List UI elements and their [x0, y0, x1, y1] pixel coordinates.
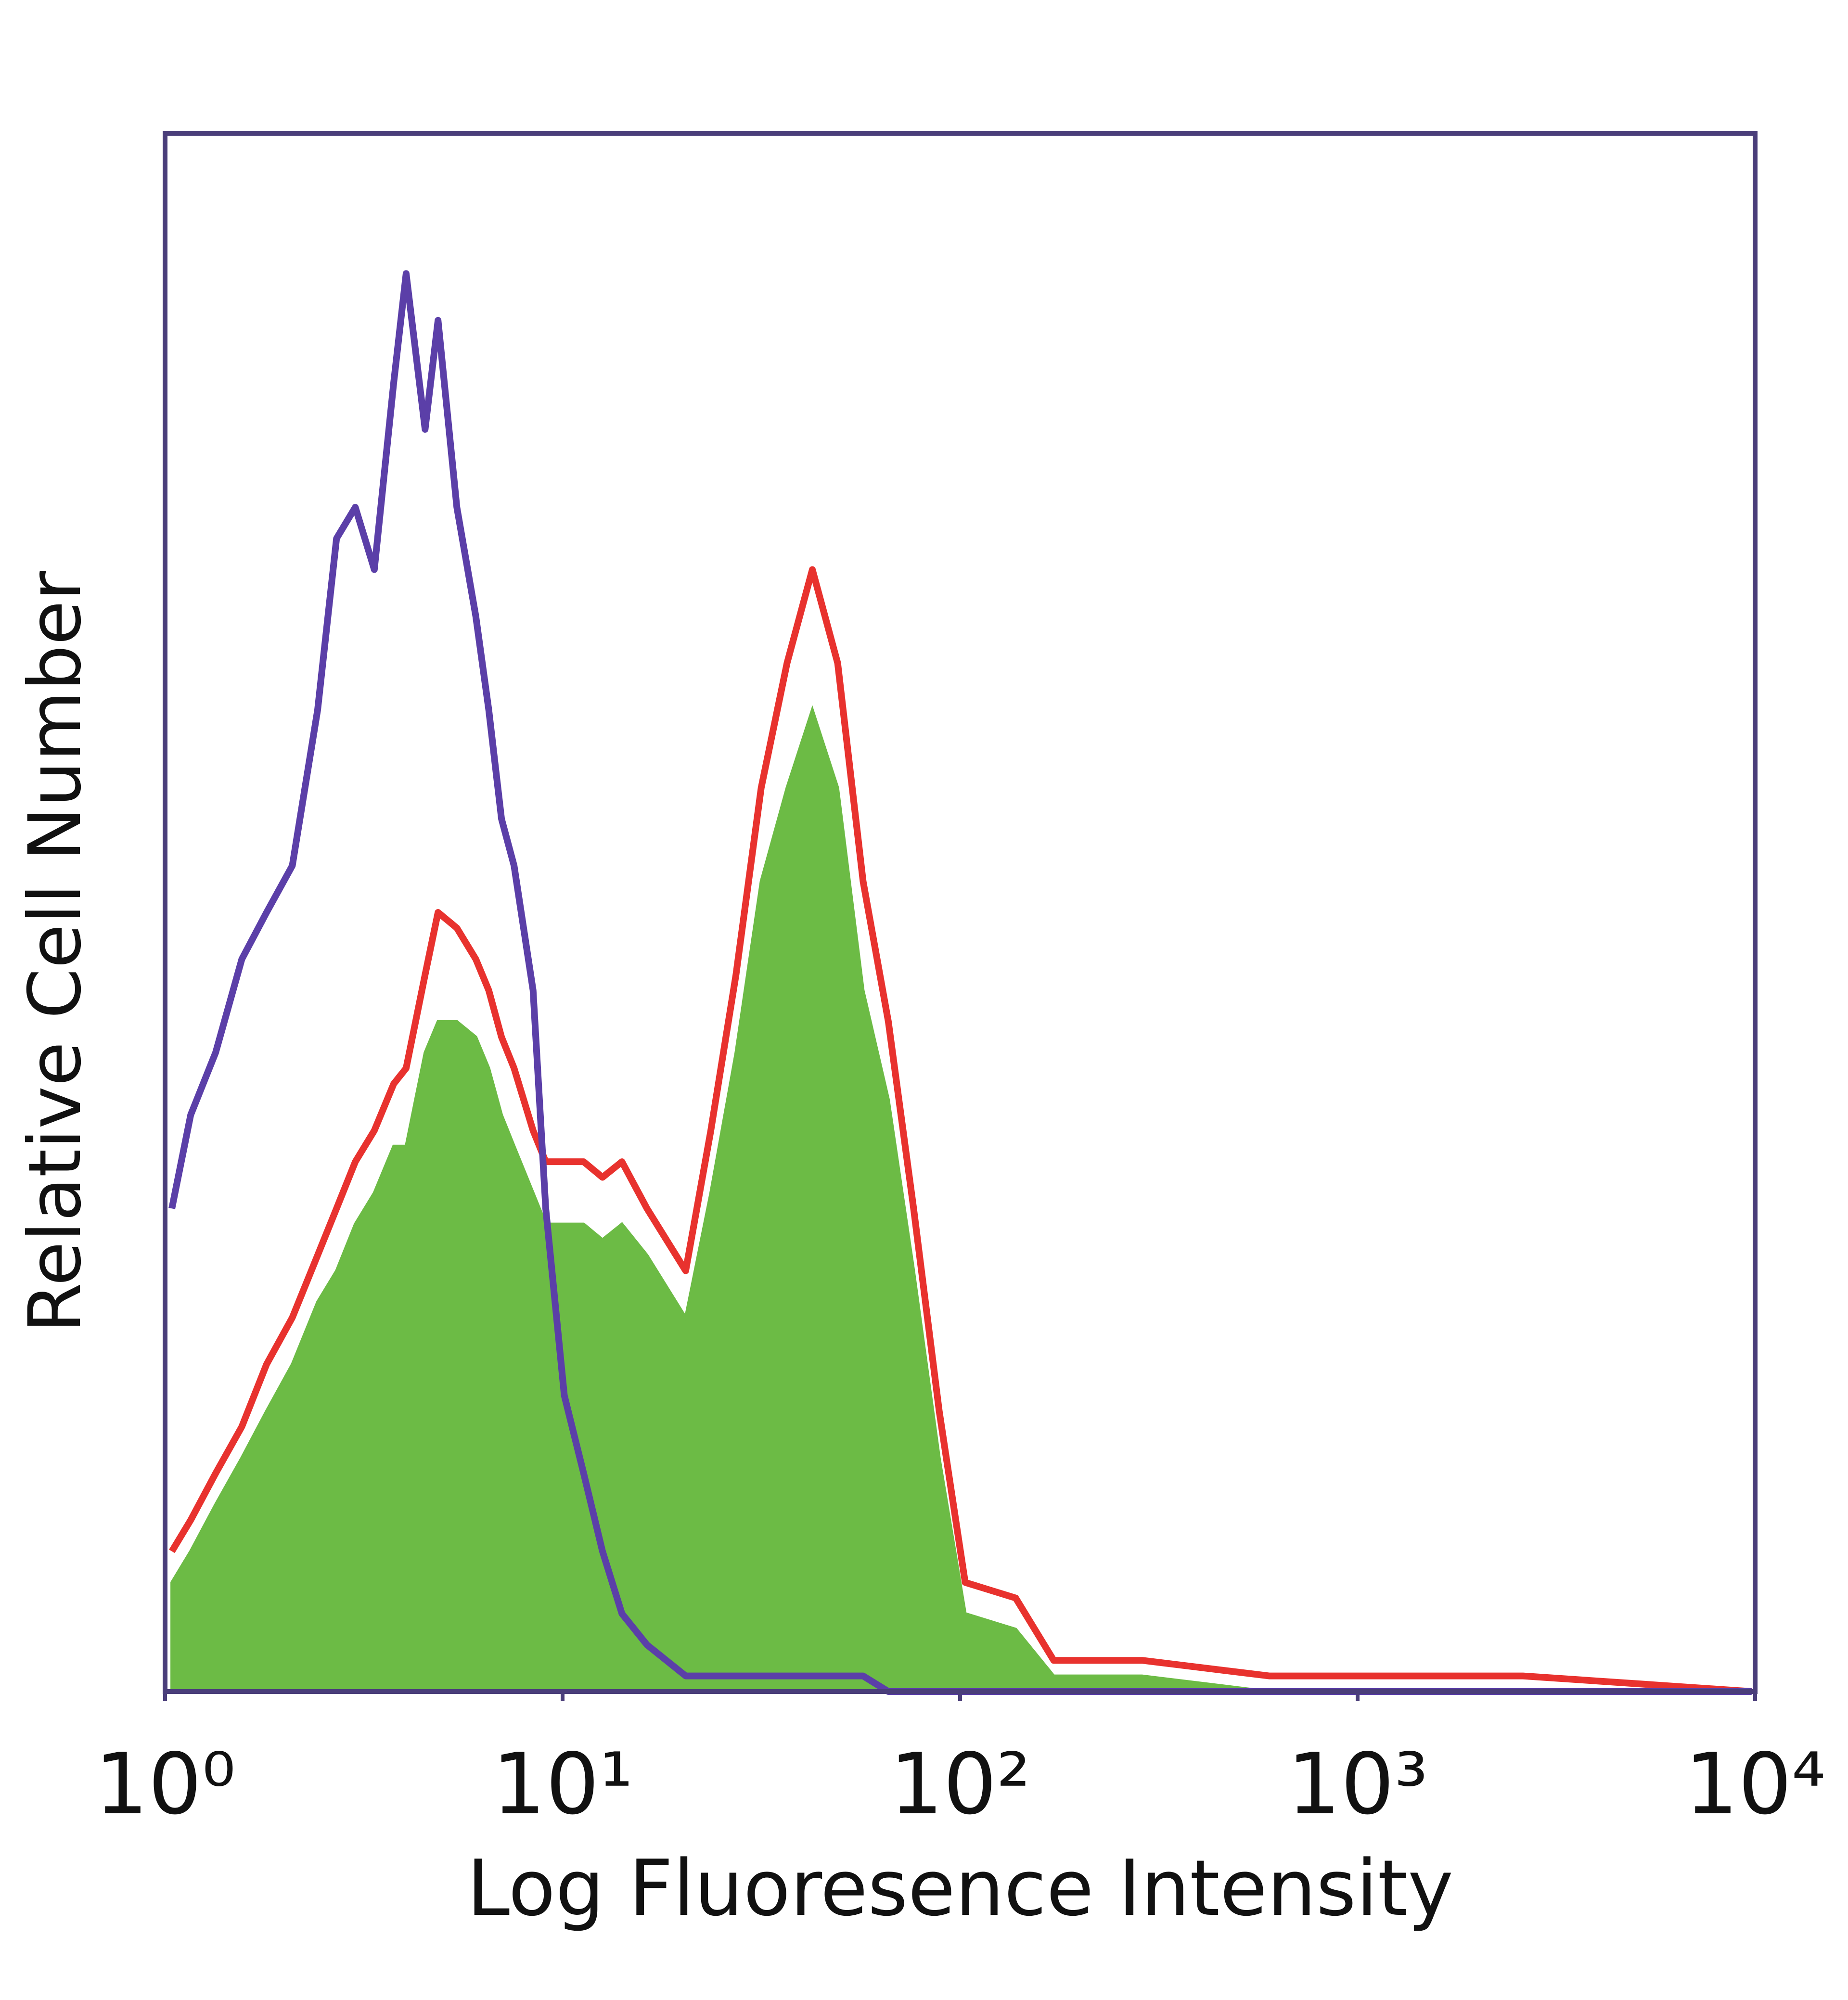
- x-tick-label: 10⁰: [95, 1736, 236, 1833]
- y-axis-label: Relative Cell Number: [13, 571, 97, 1333]
- x-tick-label: 10³: [1287, 1736, 1428, 1833]
- x-tick-label: 10⁴: [1685, 1736, 1826, 1833]
- x-tick-label: 10¹: [492, 1736, 633, 1833]
- histogram-line: [169, 566, 1752, 1695]
- x-axis-label: Log Fluoresence Intensity: [467, 1843, 1453, 1933]
- histogram-area: [170, 705, 1752, 1693]
- x-tick-label: 10²: [890, 1736, 1031, 1833]
